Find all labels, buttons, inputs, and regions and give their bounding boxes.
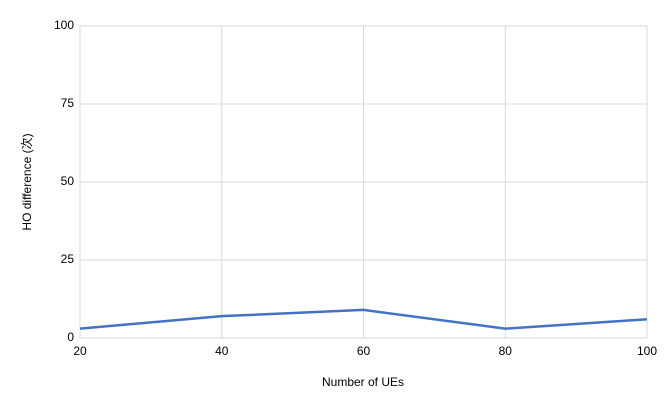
y-tick-label: 25	[61, 252, 75, 266]
y-tick-label: 100	[54, 18, 74, 32]
y-tick-label: 75	[61, 96, 75, 110]
x-tick-label: 60	[357, 344, 371, 358]
y-tick-label: 50	[61, 174, 75, 188]
x-tick-label: 80	[499, 344, 513, 358]
data-line	[79, 308, 648, 330]
y-axis-label: HO difference (次)	[20, 133, 34, 230]
x-tick-label: 40	[215, 344, 229, 358]
x-axis-label: Number of UEs	[322, 375, 404, 389]
x-tick-label: 100	[637, 344, 657, 358]
x-tick-label: 20	[73, 344, 87, 358]
y-tick-label: 0	[67, 330, 74, 344]
